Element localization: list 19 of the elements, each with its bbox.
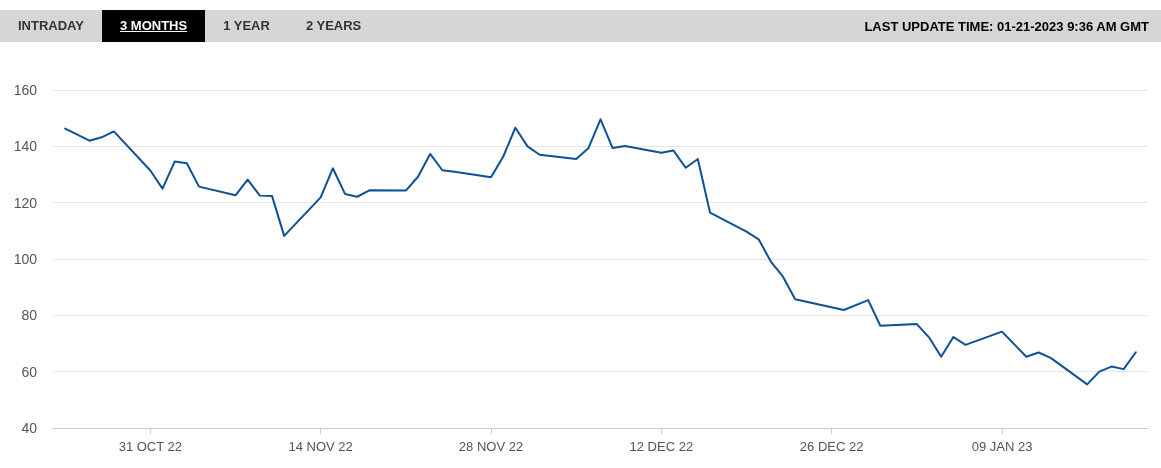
chart-subtitle: LAST UPDATE TIME: 01-21-2023 9:36 AM GMT [864, 18, 1149, 34]
x-tick-label: 09 JAN 23 [971, 439, 1033, 454]
y-tick-label: 60 [21, 363, 38, 380]
range-tab[interactable]: 2 YEARS [287, 10, 380, 42]
range-tab[interactable]: 3 MONTHS [102, 10, 206, 42]
y-tick-label: 80 [21, 307, 38, 324]
y-tick-label: 140 [13, 138, 38, 155]
y-tick-label: 100 [13, 251, 38, 267]
x-tick-label: 12 DEC 22 [629, 439, 694, 454]
y-tick-label: 120 [13, 194, 38, 211]
range-tab[interactable]: INTRADAY [0, 10, 102, 42]
y-tick-label: 160 [13, 82, 38, 98]
x-tick-label: 26 DEC 22 [799, 439, 864, 454]
y-tick-label: 40 [21, 420, 38, 436]
range-tab[interactable]: 1 YEAR [205, 10, 288, 42]
x-tick-label: 14 NOV 22 [288, 439, 353, 454]
x-tick-label: 31 OCT 22 [118, 439, 183, 454]
line-series [64, 118, 1137, 386]
x-tick-label: 28 NOV 22 [458, 439, 524, 454]
